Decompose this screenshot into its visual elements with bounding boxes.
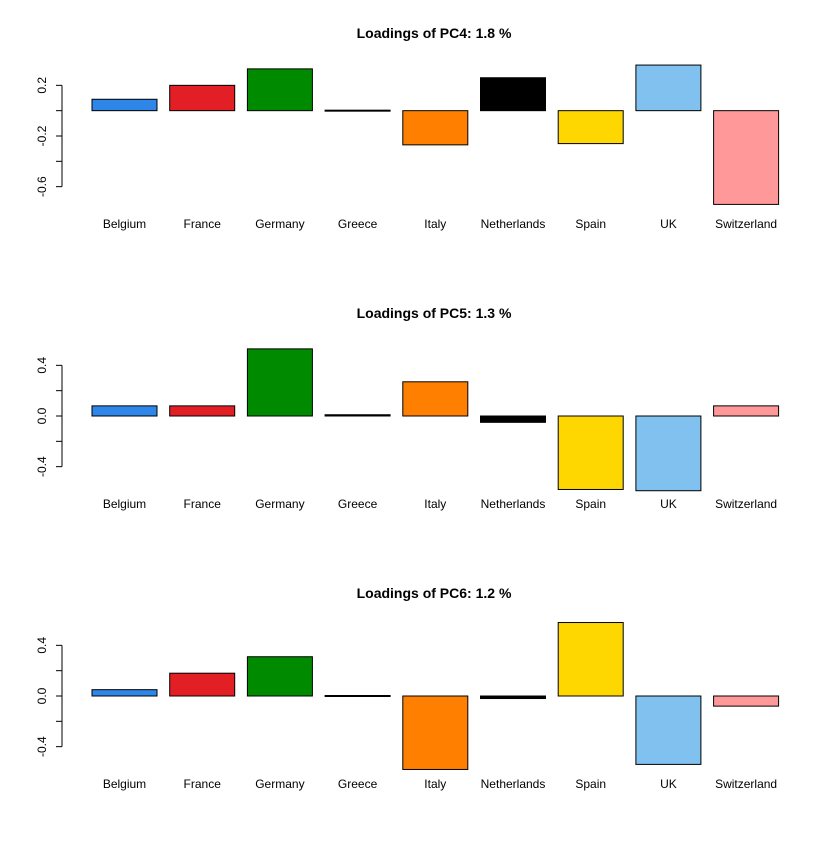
category-label: Italy — [424, 497, 446, 511]
y-tick-label: -0.2 — [35, 125, 49, 146]
category-label: UK — [660, 217, 677, 231]
bar-france — [169, 84, 236, 112]
bar-italy — [402, 381, 469, 417]
bar-greece — [324, 109, 391, 112]
category-label: Greece — [338, 497, 378, 511]
bar-italy — [402, 110, 469, 146]
bar-spain — [557, 415, 624, 490]
bar-uk — [635, 415, 702, 492]
category-label: Spain — [575, 217, 606, 231]
category-label: Italy — [424, 217, 446, 231]
category-label: Spain — [575, 777, 606, 791]
category-label: Switzerland — [715, 217, 777, 231]
bar-belgium — [91, 689, 158, 697]
bar-netherlands — [480, 77, 546, 112]
chart-panel-5: Loadings of PC5: 1.3 % 0.4 0.0 -0.4 Belgium F… — [35, 305, 780, 511]
y-tick-label: 0.0 — [35, 407, 49, 424]
category-label: Switzerland — [715, 777, 777, 791]
bar-uk — [635, 64, 702, 112]
category-label: Netherlands — [481, 217, 546, 231]
y-tick-label: -0.4 — [35, 736, 49, 757]
chart-title: Loadings of PC5: 1.3 % — [357, 305, 512, 321]
chart-panel-6: Loadings of PC6: 1.2 % 0.4 0.0 -0.4 Belgium F… — [35, 585, 780, 791]
category-label: Netherlands — [481, 497, 546, 511]
bar-switzerland — [713, 405, 780, 417]
y-tick-label: 0.2 — [35, 77, 49, 94]
chart-title: Loadings of PC6: 1.2 % — [357, 585, 512, 601]
bar-greece — [324, 695, 391, 697]
category-label: Netherlands — [481, 777, 546, 791]
bar-france — [169, 405, 236, 417]
category-label: UK — [660, 777, 677, 791]
category-label: Belgium — [103, 217, 146, 231]
category-label: Germany — [255, 777, 304, 791]
bar-uk — [635, 695, 702, 765]
bar-germany — [246, 656, 313, 697]
category-label: Greece — [338, 777, 378, 791]
category-label: France — [184, 217, 222, 231]
category-label: Germany — [255, 497, 304, 511]
bar-spain — [557, 622, 624, 697]
category-label: Spain — [575, 497, 606, 511]
bar-netherlands — [480, 695, 546, 700]
bar-france — [169, 672, 236, 697]
y-tick-label: -0.4 — [35, 456, 49, 477]
chart-panel-4: Loadings of PC4: 1.8 % 0.2 -0.2 -0.6 Belgium… — [35, 25, 780, 231]
bar-italy — [402, 695, 469, 770]
category-label: France — [184, 777, 222, 791]
category-label: Switzerland — [715, 497, 777, 511]
bar-netherlands — [480, 415, 546, 423]
category-label: Greece — [338, 217, 378, 231]
bar-switzerland — [713, 695, 780, 707]
bar-switzerland — [713, 110, 780, 205]
y-tick-label: 0.0 — [35, 687, 49, 704]
bar-germany — [246, 68, 313, 112]
category-label: France — [184, 497, 222, 511]
bar-germany — [246, 348, 313, 417]
bar-spain — [557, 110, 624, 145]
category-label: Belgium — [103, 777, 146, 791]
chart-title: Loadings of PC4: 1.8 % — [357, 25, 512, 41]
bar-belgium — [91, 98, 158, 112]
category-label: Germany — [255, 217, 304, 231]
category-label: Belgium — [103, 497, 146, 511]
bar-greece — [324, 414, 391, 417]
y-tick-label: 0.4 — [35, 357, 49, 374]
y-tick-label: -0.6 — [35, 176, 49, 197]
category-label: Italy — [424, 777, 446, 791]
bar-belgium — [91, 405, 158, 417]
category-label: UK — [660, 497, 677, 511]
y-tick-label: 0.4 — [35, 637, 49, 654]
